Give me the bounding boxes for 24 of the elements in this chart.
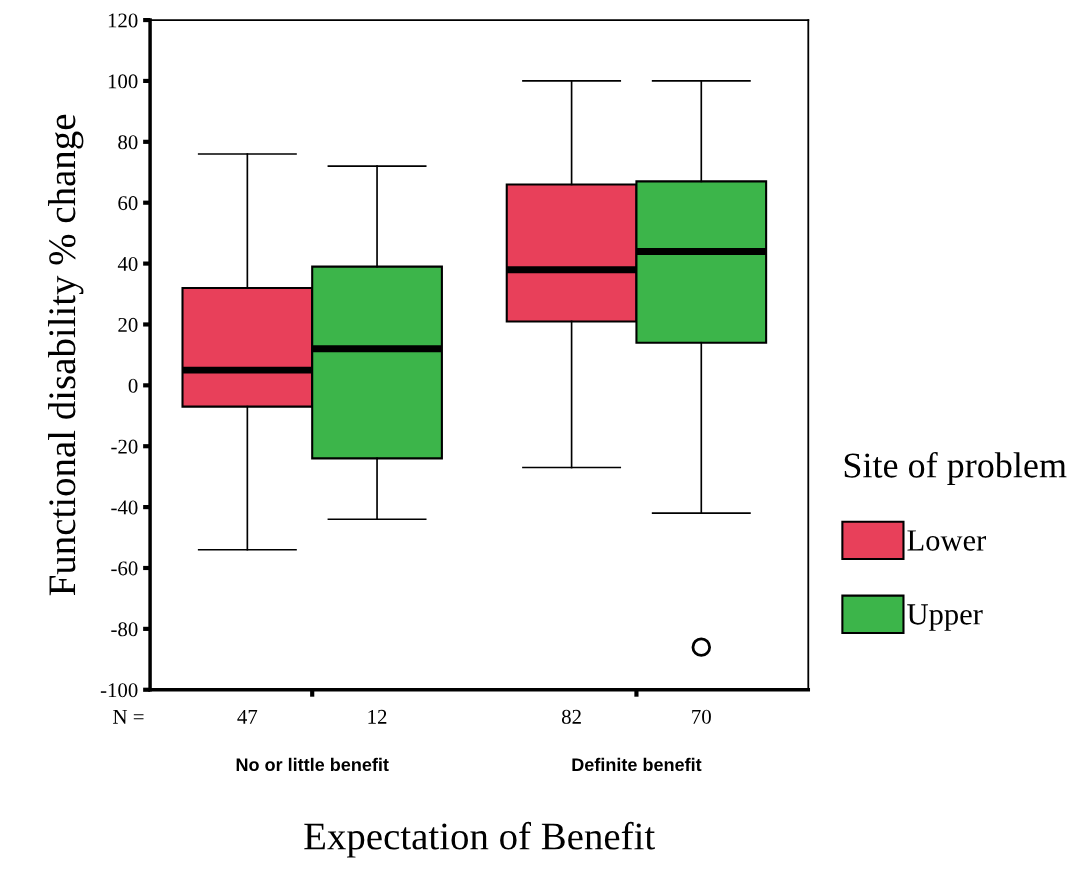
text: 82 xyxy=(561,709,581,724)
legend-label: Lower xyxy=(907,530,987,551)
y-tick-label: -100 xyxy=(100,683,138,698)
y-tick-label: -60 xyxy=(111,561,138,576)
y-tick-label: 100 xyxy=(108,74,138,89)
x-tick-label: No or little benefit xyxy=(236,757,389,772)
y-tick-label: 120 xyxy=(108,13,138,28)
text: 12 xyxy=(368,709,387,724)
y-tick-label: -80 xyxy=(111,622,138,637)
x-tick-label: Definite benefit xyxy=(572,757,702,772)
x-axis-title: Expectation of Benefit xyxy=(304,821,655,858)
text: 47 xyxy=(237,709,258,724)
y-axis-title: Functional disability % change xyxy=(48,114,84,596)
y-tick-label: 60 xyxy=(118,196,138,211)
y-tick-label: -20 xyxy=(111,439,138,454)
y-tick-label: 40 xyxy=(117,256,138,272)
y-tick-label: 80 xyxy=(118,135,138,150)
y-tick-label: 0 xyxy=(128,378,138,393)
text: N = xyxy=(113,710,144,724)
y-tick-label: 20 xyxy=(118,317,138,332)
y-tick-label: -40 xyxy=(111,500,138,515)
legend-label: Upper xyxy=(907,604,983,631)
legend-title: Site of problem xyxy=(844,451,1067,486)
text: 70 xyxy=(692,709,711,724)
